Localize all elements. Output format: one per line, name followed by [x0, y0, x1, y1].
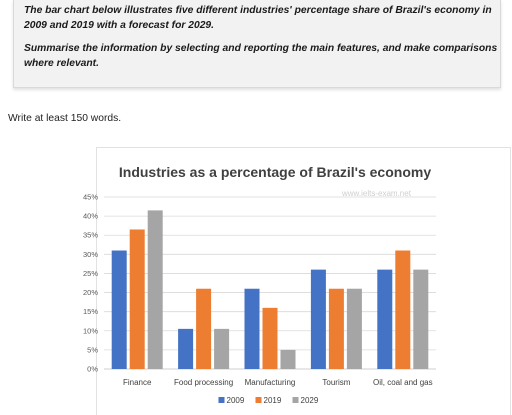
task-prompt-box: The bar chart below illustrates five dif…: [13, 0, 501, 88]
bar-2029: [346, 288, 362, 369]
y-tick-label: 15%: [83, 307, 98, 316]
x-category-label: Food processing: [174, 378, 233, 387]
legend-swatch-2029: [292, 397, 299, 403]
bar-2009: [310, 269, 326, 369]
bar-2019: [395, 250, 411, 369]
bar-2009: [178, 328, 194, 369]
bar-2019: [328, 288, 344, 369]
legend-label-2009: 2009: [227, 396, 245, 405]
x-category-label: Finance: [123, 378, 152, 387]
y-tick-label: 5%: [87, 345, 98, 354]
legend-swatch-2009: [218, 397, 225, 403]
x-category-label: Manufacturing: [245, 378, 296, 387]
x-category-label: Oil, coal and gas: [373, 378, 433, 387]
bar-2029: [214, 328, 230, 369]
y-tick-label: 20%: [83, 288, 98, 297]
x-category-label: Tourism: [322, 378, 350, 387]
task-instruction-summary: Summarise the information by selecting a…: [24, 43, 498, 69]
word-count-instruction: Write at least 150 words.: [8, 113, 122, 124]
watermark: www.ielts-exam.net: [342, 189, 411, 198]
y-tick-label: 35%: [83, 231, 98, 240]
bar-2009: [377, 269, 393, 369]
chart-title: Industries as a percentage of Brazil's e…: [118, 164, 432, 180]
task-description: The bar chart below illustrates five dif…: [24, 5, 492, 31]
bar-2009: [111, 250, 127, 369]
bar-2009: [244, 288, 260, 369]
bar-2029: [413, 269, 429, 369]
bar-2019: [262, 307, 278, 369]
chart-frame: [96, 147, 511, 415]
y-tick-label: 30%: [83, 250, 98, 259]
y-tick-label: 40%: [83, 212, 98, 221]
y-tick-label: 45%: [83, 193, 98, 202]
y-tick-label: 25%: [83, 269, 98, 278]
legend-label-2019: 2019: [264, 396, 282, 405]
bar-2029: [280, 349, 296, 369]
bar-2019: [129, 229, 145, 369]
y-tick-label: 10%: [83, 326, 98, 335]
bar-2019: [196, 288, 212, 369]
bar-2029: [147, 210, 163, 369]
legend-label-2029: 2029: [301, 396, 319, 405]
legend-swatch-2019: [255, 397, 262, 403]
y-tick-label: 0%: [87, 365, 98, 374]
